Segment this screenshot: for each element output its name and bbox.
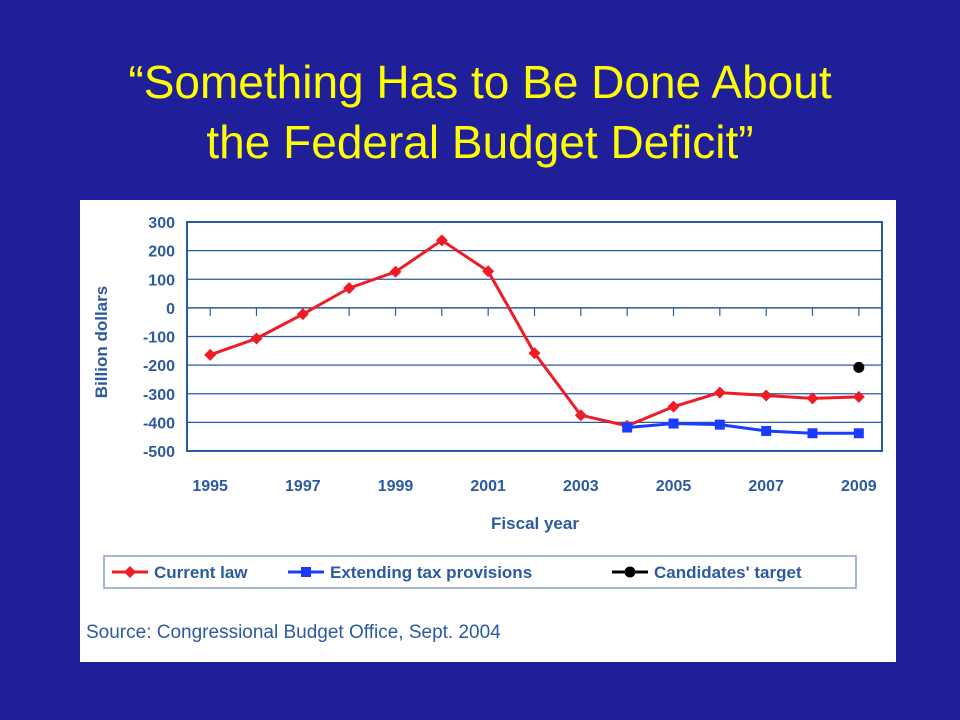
x-tick-label: 2007 [748, 478, 784, 495]
data-point [807, 428, 818, 439]
source-note: Source: Congressional Budget Office, Sep… [86, 622, 501, 643]
data-point [482, 265, 495, 278]
x-tick-label: 1997 [285, 478, 321, 495]
data-point [668, 418, 679, 429]
series-group [204, 234, 865, 439]
y-axis-title: Billion dollars [92, 286, 111, 398]
x-axis-title: Fiscal year [491, 514, 579, 533]
series-line [627, 422, 859, 435]
x-tick-label: 1995 [192, 478, 228, 495]
legend-label: Candidates' target [654, 563, 802, 582]
data-point [806, 392, 819, 405]
data-point [667, 400, 680, 413]
data-point [204, 348, 217, 361]
data-point [389, 265, 402, 278]
slide-title: “Something Has to Be Done About the Fede… [0, 52, 960, 172]
data-point [853, 361, 865, 373]
data-point [343, 282, 356, 295]
legend-swatch-marker [301, 567, 311, 577]
y-tick-label: -500 [143, 444, 175, 461]
data-point [760, 389, 773, 402]
x-tick-labels: 1995 1997 1999 2001 2003 2005 2007 2009 [192, 478, 876, 495]
legend-swatch-marker [124, 566, 136, 578]
x-tick-label: 2009 [841, 478, 877, 495]
legend-label: Current law [154, 563, 248, 582]
x-tick-label: 2001 [470, 478, 506, 495]
data-point [713, 386, 726, 399]
data-point [296, 308, 309, 321]
grid-lines [187, 221, 882, 452]
chart-panel: 300 200 100 0 -100 -200 -300 -400 -500 1995 1997 1… [80, 200, 896, 662]
data-point [574, 409, 587, 422]
y-tick-label: -300 [143, 387, 175, 404]
y-tick-label: 200 [148, 244, 175, 261]
data-point [250, 332, 263, 345]
data-point [714, 419, 725, 430]
plot-frame [186, 221, 883, 452]
legend: Current law Extending tax provisions Candi… [112, 563, 802, 582]
series-1 [204, 234, 865, 432]
data-point [853, 428, 864, 439]
y-tick-label: 100 [148, 272, 175, 289]
data-point [622, 422, 633, 433]
x-tick-label: 2005 [656, 478, 692, 495]
data-point [761, 425, 772, 436]
y-tick-labels: 300 200 100 0 -100 -200 -300 -400 -500 [143, 215, 175, 461]
x-tick-label: 2003 [563, 478, 599, 495]
legend-label: Extending tax provisions [330, 563, 532, 582]
y-tick-label: -200 [143, 358, 175, 375]
legend-box [103, 555, 857, 589]
legend-swatch-marker [624, 566, 636, 578]
legend-item-3: Candidates' target [612, 563, 802, 582]
slide-title-line-2: the Federal Budget Deficit” [206, 116, 754, 168]
legend-item-1: Current law [112, 563, 248, 582]
data-point [852, 390, 865, 403]
data-point [528, 347, 541, 360]
y-tick-label: -100 [143, 330, 175, 347]
y-tick-label: -400 [143, 415, 175, 432]
legend-item-2: Extending tax provisions [288, 563, 532, 582]
series-line [209, 238, 859, 428]
data-point [435, 234, 448, 247]
series-3 [853, 361, 865, 373]
slide-title-line-1: “Something Has to Be Done About [128, 56, 832, 108]
y-tick-label: 0 [166, 301, 175, 318]
y-tick-label: 300 [148, 215, 175, 232]
x-tick-label: 1999 [378, 478, 414, 495]
series-2 [622, 418, 864, 439]
